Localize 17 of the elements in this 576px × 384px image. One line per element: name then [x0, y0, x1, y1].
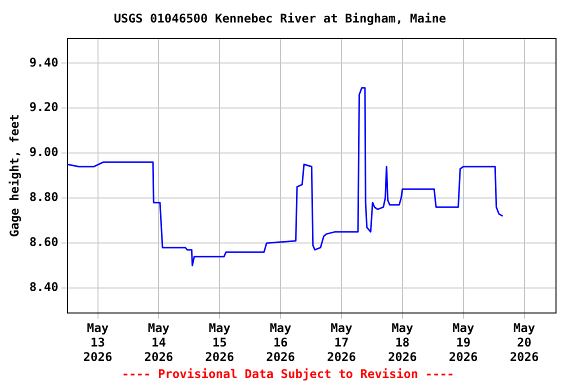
y-tick-label: 8.60: [29, 235, 58, 250]
x-tick-label: May 17 2026: [327, 321, 356, 364]
y-axis-title: Gage height, feet: [7, 114, 22, 238]
chart-title: USGS 01046500 Kennebec River at Bingham, Maine: [114, 11, 446, 26]
y-tick-label: 8.80: [29, 190, 58, 204]
y-tick-label: 9.00: [29, 145, 58, 160]
x-tick-label: May 19 2026: [448, 321, 478, 364]
x-tick-label: May 14 2026: [144, 321, 174, 364]
text: ---- Provisional Data Subject to Revision ----: [122, 367, 454, 381]
y-tick-label: 9.40: [29, 55, 58, 70]
x-tick-label: May 18 2026: [388, 321, 417, 364]
y-tick-label: 9.20: [29, 100, 58, 114]
x-tick-label: May 15 2026: [205, 321, 234, 364]
x-tick-label: May 20 2026: [510, 321, 539, 364]
x-tick-label: May 13 2026: [83, 321, 112, 364]
y-tick-label: 8.40: [29, 280, 58, 294]
x-tick-label: May 16 2026: [266, 321, 296, 364]
